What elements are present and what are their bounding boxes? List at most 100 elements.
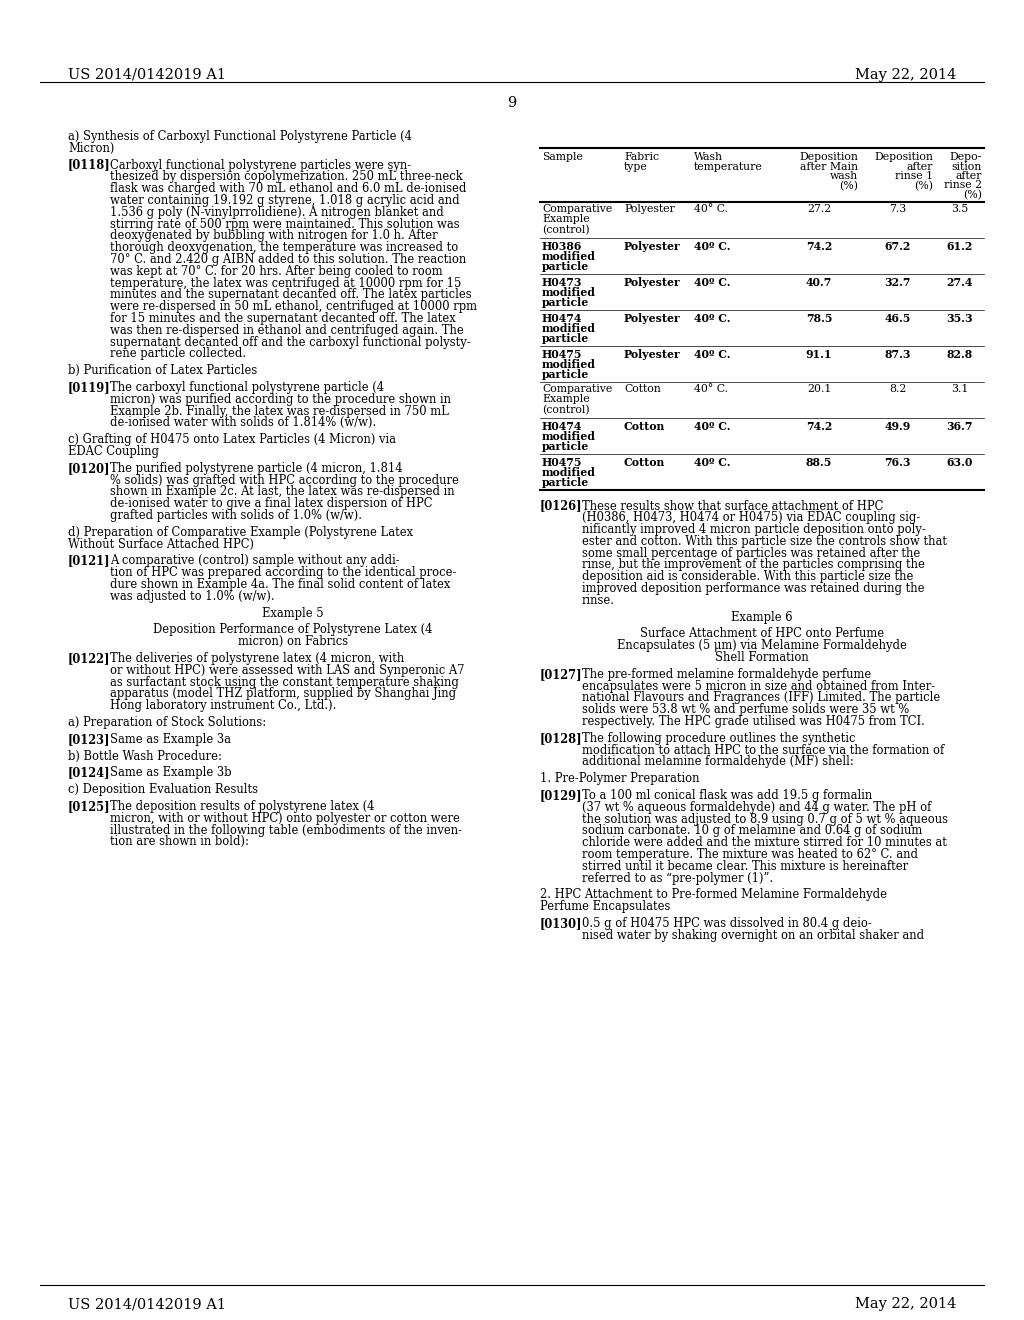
Text: The purified polystyrene particle (4 micron, 1.814: The purified polystyrene particle (4 mic… xyxy=(110,462,402,475)
Text: [0129]: [0129] xyxy=(540,789,583,803)
Text: US 2014/0142019 A1: US 2014/0142019 A1 xyxy=(68,1298,226,1311)
Text: [0126]: [0126] xyxy=(540,499,583,512)
Text: modification to attach HPC to the surface via the formation of: modification to attach HPC to the surfac… xyxy=(582,743,944,756)
Text: was kept at 70° C. for 20 hrs. After being cooled to room: was kept at 70° C. for 20 hrs. After bei… xyxy=(110,265,442,277)
Text: Deposition Performance of Polystyrene Latex (4: Deposition Performance of Polystyrene La… xyxy=(154,623,433,636)
Text: 63.0: 63.0 xyxy=(946,457,973,467)
Text: 40º C.: 40º C. xyxy=(694,421,730,432)
Text: 32.7: 32.7 xyxy=(885,276,910,288)
Text: 40° C.: 40° C. xyxy=(694,205,728,214)
Text: Without Surface Attached HPC): Without Surface Attached HPC) xyxy=(68,537,254,550)
Text: 8.2: 8.2 xyxy=(889,384,906,395)
Text: 40º C.: 40º C. xyxy=(694,313,730,323)
Text: H0386: H0386 xyxy=(542,240,583,252)
Text: 40.7: 40.7 xyxy=(806,276,833,288)
Text: Comparative: Comparative xyxy=(542,384,612,395)
Text: stirred until it became clear. This mixture is hereinafter: stirred until it became clear. This mixt… xyxy=(582,859,908,873)
Text: [0123]: [0123] xyxy=(68,733,111,746)
Text: national Flavours and Fragrances (IFF) Limited. The particle: national Flavours and Fragrances (IFF) L… xyxy=(582,692,940,705)
Text: particle: particle xyxy=(542,368,589,380)
Text: wash: wash xyxy=(829,172,858,181)
Text: minutes and the supernatant decanted off. The latex particles: minutes and the supernatant decanted off… xyxy=(110,288,472,301)
Text: [0127]: [0127] xyxy=(540,668,583,681)
Text: EDAC Coupling: EDAC Coupling xyxy=(68,445,159,458)
Text: (H0386, H0473, H0474 or H0475) via EDAC coupling sig-: (H0386, H0473, H0474 or H0475) via EDAC … xyxy=(582,511,921,524)
Text: To a 100 ml conical flask was add 19.5 g formalin: To a 100 ml conical flask was add 19.5 g… xyxy=(582,789,872,803)
Text: Cotton: Cotton xyxy=(624,421,666,432)
Text: Polyester: Polyester xyxy=(624,348,681,359)
Text: Polyester: Polyester xyxy=(624,240,681,252)
Text: 74.2: 74.2 xyxy=(806,421,833,432)
Text: % solids) was grafted with HPC according to the procedure: % solids) was grafted with HPC according… xyxy=(110,474,459,487)
Text: encapsulates were 5 micron in size and obtained from Inter-: encapsulates were 5 micron in size and o… xyxy=(582,680,935,693)
Text: (%): (%) xyxy=(839,181,858,191)
Text: 76.3: 76.3 xyxy=(885,457,910,467)
Text: H0474: H0474 xyxy=(542,421,583,432)
Text: type: type xyxy=(624,161,648,172)
Text: particle: particle xyxy=(542,260,589,272)
Text: [0128]: [0128] xyxy=(540,731,583,744)
Text: rinse 1: rinse 1 xyxy=(895,172,933,181)
Text: [0119]: [0119] xyxy=(68,381,111,393)
Text: 40º C.: 40º C. xyxy=(694,348,730,359)
Text: or without HPC) were assessed with LAS and Synperonic A7: or without HPC) were assessed with LAS a… xyxy=(110,664,465,677)
Text: apparatus (model THZ platform, supplied by Shanghai Jing: apparatus (model THZ platform, supplied … xyxy=(110,688,456,701)
Text: illustrated in the following table (embodiments of the inven-: illustrated in the following table (embo… xyxy=(110,824,462,837)
Text: The deliveries of polystyrene latex (4 micron, with: The deliveries of polystyrene latex (4 m… xyxy=(110,652,404,665)
Text: Depo-: Depo- xyxy=(949,152,982,162)
Text: d) Preparation of Comparative Example (Polystyrene Latex: d) Preparation of Comparative Example (P… xyxy=(68,525,413,539)
Text: the solution was adjusted to 8.9 using 0.7 g of 5 wt % aqueous: the solution was adjusted to 8.9 using 0… xyxy=(582,813,948,826)
Text: Example 6: Example 6 xyxy=(731,611,793,623)
Text: [0121]: [0121] xyxy=(68,554,111,568)
Text: 27.4: 27.4 xyxy=(946,276,973,288)
Text: 46.5: 46.5 xyxy=(885,313,910,323)
Text: chloride were added and the mixture stirred for 10 minutes at: chloride were added and the mixture stir… xyxy=(582,837,947,849)
Text: 70° C. and 2.420 g AIBN added to this solution. The reaction: 70° C. and 2.420 g AIBN added to this so… xyxy=(110,253,466,267)
Text: H0474: H0474 xyxy=(542,313,583,323)
Text: water containing 19.192 g styrene, 1.018 g acrylic acid and: water containing 19.192 g styrene, 1.018… xyxy=(110,194,460,207)
Text: Perfume Encapsulates: Perfume Encapsulates xyxy=(540,900,671,913)
Text: Polyester: Polyester xyxy=(624,313,681,323)
Text: particle: particle xyxy=(542,477,589,487)
Text: grafted particles with solids of 1.0% (w/w).: grafted particles with solids of 1.0% (w… xyxy=(110,510,362,521)
Text: H0475: H0475 xyxy=(542,457,583,467)
Text: shown in Example 2c. At last, the latex was re-dispersed in: shown in Example 2c. At last, the latex … xyxy=(110,486,455,499)
Text: flask was charged with 70 mL ethanol and 6.0 mL de-ionised: flask was charged with 70 mL ethanol and… xyxy=(110,182,466,195)
Text: 61.2: 61.2 xyxy=(946,240,973,252)
Text: 88.5: 88.5 xyxy=(806,457,833,467)
Text: de-ionised water with solids of 1.814% (w/w).: de-ionised water with solids of 1.814% (… xyxy=(110,416,376,429)
Text: deoxygenated by bubbling with nitrogen for 1.0 h. After: deoxygenated by bubbling with nitrogen f… xyxy=(110,230,437,243)
Text: tion are shown in bold):: tion are shown in bold): xyxy=(110,836,249,849)
Text: 7.3: 7.3 xyxy=(889,205,906,214)
Text: 0.5 g of H0475 HPC was dissolved in 80.4 g deio-: 0.5 g of H0475 HPC was dissolved in 80.4… xyxy=(582,917,871,931)
Text: micron) was purified according to the procedure shown in: micron) was purified according to the pr… xyxy=(110,393,451,405)
Text: 27.2: 27.2 xyxy=(807,205,831,214)
Text: Same as Example 3b: Same as Example 3b xyxy=(110,767,231,779)
Text: Hong laboratory instrument Co., Ltd.).: Hong laboratory instrument Co., Ltd.). xyxy=(110,700,336,713)
Text: temperature, the latex was centrifuged at 10000 rpm for 15: temperature, the latex was centrifuged a… xyxy=(110,277,462,289)
Text: [0118]: [0118] xyxy=(68,158,111,172)
Text: Comparative: Comparative xyxy=(542,205,612,214)
Text: de-ionised water to give a final latex dispersion of HPC: de-ionised water to give a final latex d… xyxy=(110,498,432,511)
Text: Shell Formation: Shell Formation xyxy=(715,651,809,664)
Text: tion of HPC was prepared according to the identical proce-: tion of HPC was prepared according to th… xyxy=(110,566,457,579)
Text: particle: particle xyxy=(542,441,589,451)
Text: solids were 53.8 wt % and perfume solids were 35 wt %: solids were 53.8 wt % and perfume solids… xyxy=(582,704,909,717)
Text: modified: modified xyxy=(542,322,596,334)
Text: The following procedure outlines the synthetic: The following procedure outlines the syn… xyxy=(582,731,855,744)
Text: [0122]: [0122] xyxy=(68,652,111,665)
Text: (control): (control) xyxy=(542,224,590,235)
Text: room temperature. The mixture was heated to 62° C. and: room temperature. The mixture was heated… xyxy=(582,847,918,861)
Text: (control): (control) xyxy=(542,404,590,414)
Text: [0120]: [0120] xyxy=(68,462,111,475)
Text: (37 wt % aqueous formaldehyde) and 44 g water. The pH of: (37 wt % aqueous formaldehyde) and 44 g … xyxy=(582,801,932,814)
Text: nificantly improved 4 micron particle deposition onto poly-: nificantly improved 4 micron particle de… xyxy=(582,523,926,536)
Text: 1. Pre-Polymer Preparation: 1. Pre-Polymer Preparation xyxy=(540,772,699,785)
Text: Carboxyl functional polystyrene particles were syn-: Carboxyl functional polystyrene particle… xyxy=(110,158,411,172)
Text: sition: sition xyxy=(951,161,982,172)
Text: 82.8: 82.8 xyxy=(946,348,973,359)
Text: Deposition: Deposition xyxy=(874,152,933,162)
Text: 2. HPC Attachment to Pre-formed Melamine Formaldehyde: 2. HPC Attachment to Pre-formed Melamine… xyxy=(540,888,887,902)
Text: Deposition: Deposition xyxy=(799,152,858,162)
Text: 3.1: 3.1 xyxy=(951,384,968,395)
